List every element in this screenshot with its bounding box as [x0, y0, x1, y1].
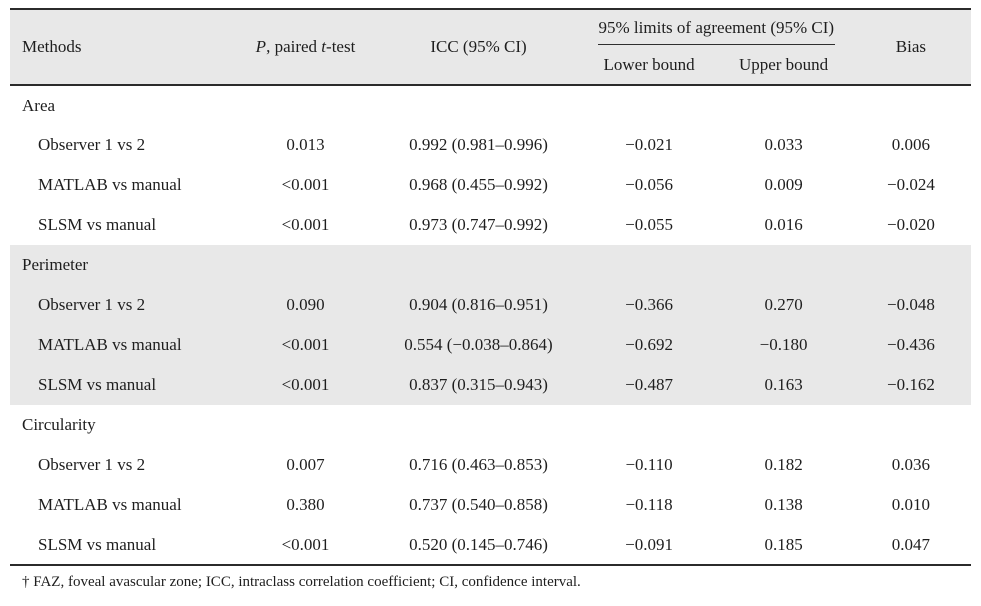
table-footnote: † FAZ, foveal avascular zone; ICC, intra…: [22, 574, 581, 590]
cell-lower-bound: −0.110: [625, 455, 673, 474]
table-row: Observer 1 vs 2 0.090 0.904 (0.816–0.951…: [10, 285, 971, 325]
col-header-lower-bound: Lower bound: [581, 45, 717, 86]
cell-p-value: 0.090: [235, 285, 376, 325]
group-label: Area: [22, 95, 56, 115]
p-header-suffix: -test: [326, 37, 356, 56]
cell-upper-bound: 0.138: [764, 495, 803, 514]
cell-upper-bound: 0.270: [716, 285, 851, 325]
cell-p-value: <0.001: [235, 365, 376, 405]
table-row: MATLAB vs manual <0.001 0.554 (−0.038–0.…: [10, 325, 971, 365]
group-row-perimeter: Perimeter: [10, 245, 971, 285]
cell-bias: 0.036: [891, 455, 931, 474]
cell-icc: 0.837 (0.315–0.943): [375, 365, 582, 405]
col-header-upper-bound: Upper bound: [716, 45, 851, 86]
cell-p-value: 0.380: [286, 495, 325, 514]
table-row: Observer 1 vs 2 0.013 0.992 (0.981–0.996…: [10, 125, 971, 165]
table-row: Observer 1 vs 2 0.007 0.716 (0.463–0.853…: [10, 445, 971, 485]
col-header-icc: ICC (95% CI): [375, 9, 582, 86]
table-header: Methods P, paired t-test ICC (95% CI) 95…: [10, 9, 971, 86]
cell-upper-bound: 0.185: [764, 534, 803, 554]
cell-bias: −0.020: [887, 215, 935, 234]
cell-p-value: 0.007: [286, 455, 325, 474]
p-header-mid: , paired: [266, 37, 322, 56]
cell-lower-bound: −0.487: [581, 365, 717, 405]
table-row: MATLAB vs manual 0.380 0.737 (0.540–0.85…: [10, 485, 971, 525]
cell-bias: −0.162: [850, 365, 971, 405]
group-label: Perimeter: [10, 245, 971, 285]
cell-bias: −0.436: [850, 325, 971, 365]
cell-lower-bound: −0.118: [625, 495, 673, 514]
cell-upper-bound: −0.180: [716, 325, 851, 365]
cell-method: MATLAB vs manual: [10, 325, 236, 365]
cell-bias: 0.010: [891, 495, 931, 514]
t-symbol: t: [321, 37, 327, 56]
cell-p-value: 0.013: [286, 135, 325, 154]
cell-method: SLSM vs manual: [38, 215, 157, 234]
agreement-statistics-table: Methods P, paired t-test ICC (95% CI) 95…: [10, 8, 971, 566]
cell-icc: 0.992 (0.981–0.996): [409, 135, 548, 154]
table-row: SLSM vs manual <0.001 0.520 (0.145–0.746…: [10, 525, 971, 565]
cell-method: Observer 1 vs 2: [10, 285, 236, 325]
cell-lower-bound: −0.055: [625, 215, 673, 234]
cell-lower-bound: −0.091: [625, 534, 673, 554]
col-header-bias: Bias: [850, 9, 971, 86]
cell-icc: 0.554 (−0.038–0.864): [375, 325, 582, 365]
cell-p-value: <0.001: [281, 215, 330, 234]
cell-bias: −0.048: [850, 285, 971, 325]
group-row-circularity: Circularity: [10, 405, 971, 445]
cell-icc: 0.904 (0.816–0.951): [375, 285, 582, 325]
col-header-limits-of-agreement: 95% limits of agreement (95% CI): [581, 9, 851, 45]
table-row: SLSM vs manual <0.001 0.973 (0.747–0.992…: [10, 205, 971, 245]
table-row: MATLAB vs manual <0.001 0.968 (0.455–0.9…: [10, 165, 971, 205]
cell-method: Observer 1 vs 2: [38, 455, 146, 474]
group-row-area: Area: [10, 85, 971, 125]
cell-icc: 0.520 (0.145–0.746): [409, 534, 548, 554]
cell-method: MATLAB vs manual: [38, 495, 182, 514]
cell-method: SLSM vs manual: [10, 365, 236, 405]
cell-icc: 0.968 (0.455–0.992): [409, 175, 548, 194]
cell-upper-bound: 0.016: [764, 215, 803, 234]
p-symbol: P: [255, 37, 267, 56]
cell-p-value: <0.001: [281, 175, 330, 194]
cell-bias: 0.006: [891, 135, 931, 154]
cell-lower-bound: −0.021: [625, 135, 673, 154]
cell-lower-bound: −0.692: [581, 325, 717, 365]
cell-bias: 0.047: [891, 534, 931, 554]
table-body: Area Observer 1 vs 2 0.013 0.992 (0.981–…: [10, 85, 971, 565]
cell-method: MATLAB vs manual: [38, 175, 182, 194]
cell-lower-bound: −0.056: [625, 175, 673, 194]
cell-p-value: <0.001: [235, 325, 376, 365]
cell-method: SLSM vs manual: [38, 534, 157, 554]
group-label: Circularity: [22, 415, 96, 434]
cell-upper-bound: 0.163: [716, 365, 851, 405]
col-header-p-value: P, paired t-test: [235, 9, 376, 86]
cell-p-value: <0.001: [281, 534, 330, 554]
col-header-methods: Methods: [10, 9, 236, 86]
cell-icc: 0.737 (0.540–0.858): [409, 495, 548, 514]
cell-method: Observer 1 vs 2: [38, 135, 146, 154]
cell-upper-bound: 0.182: [764, 455, 803, 474]
table-row: SLSM vs manual <0.001 0.837 (0.315–0.943…: [10, 365, 971, 405]
table-page: Methods P, paired t-test ICC (95% CI) 95…: [10, 8, 971, 590]
cell-upper-bound: 0.009: [764, 175, 803, 194]
cell-bias: −0.024: [887, 175, 935, 194]
cell-icc: 0.716 (0.463–0.853): [409, 455, 548, 474]
cell-upper-bound: 0.033: [764, 135, 803, 154]
cell-lower-bound: −0.366: [581, 285, 717, 325]
cell-icc: 0.973 (0.747–0.992): [409, 215, 548, 234]
